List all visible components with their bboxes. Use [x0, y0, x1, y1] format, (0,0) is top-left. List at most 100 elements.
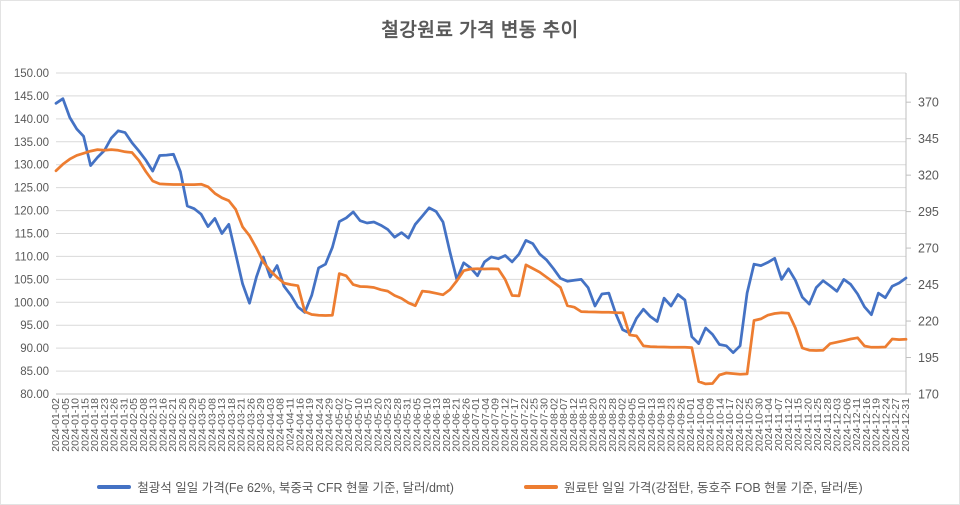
- x-axis-tick-label: 2024-06-10: [421, 398, 433, 452]
- x-axis-tick-label: 2024-12-24: [880, 398, 892, 452]
- legend: 철광석 일일 가격(Fe 62%, 북중국 CFR 현물 기준, 달러/dmt)…: [1, 477, 959, 496]
- right-axis-tick-label: 195: [918, 351, 939, 365]
- x-axis-tick-label: 2024-12-06: [841, 398, 853, 452]
- x-axis-tick-label: 2024-06-05: [411, 398, 423, 452]
- x-axis-tick-label: 2024-08-07: [558, 398, 570, 452]
- x-axis-tick-label: 2024-08-15: [578, 398, 590, 452]
- x-axis-tick-label: 2024-01-02: [50, 398, 62, 452]
- left-axis-tick-label: 140.00: [14, 114, 49, 126]
- left-axis-tick-label: 135.00: [14, 137, 49, 149]
- x-axis-tick-label: 2024-06-18: [441, 398, 453, 452]
- x-axis-tick-label: 2024-11-07: [773, 398, 785, 451]
- x-axis-tick-label: 2024-08-20: [587, 398, 599, 452]
- x-axis-tick-label: 2024-10-25: [744, 398, 756, 452]
- legend-label-coking-coal: 원료탄 일일 가격(강점탄, 동호주 FOB 현물 기준, 달러/톤): [563, 481, 863, 495]
- x-axis-tick-label: 2024-07-09: [490, 398, 502, 452]
- x-axis-tick-label: 2024-07-30: [539, 398, 551, 452]
- left-axis-tick-label: 100.00: [14, 297, 49, 309]
- left-axis-tick-label: 145.00: [14, 91, 49, 103]
- x-axis-tick-label: 2024-11-15: [793, 398, 805, 451]
- x-axis-tick-label: 2024-03-05: [197, 398, 209, 452]
- x-axis-tick-label: 2024-08-02: [548, 398, 560, 452]
- legend-label-iron-ore: 철광석 일일 가격(Fe 62%, 북중국 CFR 현물 기준, 달러/dmt): [137, 481, 454, 495]
- legend-swatch-coking-coal-line: [523, 484, 558, 489]
- x-axis-tick-label: 2024-07-17: [509, 398, 521, 452]
- x-axis-tick-label: 2024-07-04: [480, 398, 492, 452]
- left-axis-tick-label: 115.00: [15, 229, 49, 241]
- right-axis-tick-label: 270: [918, 242, 939, 256]
- x-axis-tick-label: 2024-05-31: [402, 398, 414, 452]
- x-axis-tick-label: 2024-02-29: [187, 398, 199, 452]
- x-axis-tick-label: 2024-11-28: [822, 398, 834, 451]
- right-axis-tick-label: 370: [918, 96, 939, 110]
- x-axis-tick-label: 2024-09-10: [636, 398, 648, 452]
- x-axis-tick-label: 2024-04-24: [314, 398, 326, 452]
- x-axis-tick-label: 2024-10-14: [714, 398, 726, 452]
- x-axis-tick-label: 2024-05-20: [372, 398, 384, 452]
- x-axis-tick-label: 2024-01-18: [89, 398, 101, 452]
- x-axis-tick-label: 2024-01-05: [60, 398, 72, 452]
- x-axis-tick-label: 2024-03-21: [236, 398, 248, 452]
- x-axis-tick-label: 2024-10-17: [724, 398, 736, 452]
- x-axis-tick-label: 2024-06-13: [431, 398, 443, 452]
- x-axis-tick-label: 2024-02-26: [177, 398, 189, 452]
- x-axis-tick-label: 2024-08-23: [597, 398, 609, 452]
- x-axis-tick-label: 2024-11-20: [802, 398, 814, 451]
- x-axis-tick-label: 2024-01-23: [99, 398, 111, 452]
- x-axis-tick-label: 2024-11-25: [812, 398, 824, 451]
- left-axis-tick-label: 80.00: [20, 389, 49, 401]
- legend-item-iron-ore: 철광석 일일 가격(Fe 62%, 북중국 CFR 현물 기준, 달러/dmt): [97, 477, 454, 496]
- left-axis-tick-label: 95.00: [20, 320, 49, 332]
- x-axis-tick-label: 2024-02-08: [138, 398, 150, 452]
- x-axis-tick-label: 2024-04-03: [265, 398, 277, 452]
- x-axis-tick-label: 2024-01-15: [79, 398, 91, 452]
- x-axis-tick-label: 2024-12-31: [900, 398, 912, 452]
- x-axis-tick-label: 2024-09-26: [675, 398, 687, 452]
- x-axis-tick-label: 2024-02-05: [128, 398, 140, 452]
- x-axis-tick-label: 2024-11-12: [783, 398, 795, 451]
- x-axis-tick-label: 2024-07-22: [519, 398, 531, 452]
- x-axis-tick-label: 2024-12-11: [851, 398, 863, 451]
- x-axis-tick-label: 2024-03-08: [206, 398, 218, 452]
- x-axis-tick-label: 2024-02-21: [167, 398, 179, 452]
- x-axis-tick-label: 2024-05-02: [333, 398, 345, 452]
- chart-title: 철강원료 가격 변동 추이: [381, 20, 579, 41]
- series-line-coking-coal: [54, 148, 908, 386]
- x-axis-tick-label: 2024-03-13: [216, 398, 228, 452]
- x-axis-tick-label: 2024-04-08: [275, 398, 287, 452]
- x-axis-tick-label: 2024-07-12: [499, 398, 511, 452]
- x-axis-tick-label: 2024-06-26: [460, 398, 472, 452]
- x-axis-tick-label: 2024-01-26: [109, 398, 121, 452]
- x-axis-tick-label: 2024-09-18: [656, 398, 668, 452]
- x-axis-tick-label: 2024-10-04: [695, 398, 707, 452]
- x-axis-tick-label: 2024-03-29: [255, 398, 267, 452]
- x-axis-tick-label: 2024-04-16: [294, 398, 306, 452]
- x-axis-tick-label: 2024-04-29: [324, 398, 336, 452]
- x-axis-tick-label: 2024-09-23: [666, 398, 678, 452]
- x-axis-tick-label: 2024-06-21: [451, 398, 463, 452]
- left-axis-tick-label: 105.00: [14, 274, 49, 286]
- left-axis-tick-label: 125.00: [14, 183, 49, 195]
- x-axis-tick-label: 2024-08-12: [568, 398, 580, 452]
- x-axis-tick-label: 2024-11-04: [763, 398, 775, 451]
- x-axis-tick-label: 2024-05-10: [353, 398, 365, 452]
- x-axis-tick-label: 2024-12-27: [890, 398, 902, 452]
- x-axis-tick-label: 2024-04-11: [284, 398, 296, 451]
- x-axis-tick-label: 2024-03-26: [245, 398, 257, 452]
- x-axis-tick-label: 2024-12-16: [861, 398, 873, 452]
- x-axis-tick-label: 2024-03-18: [226, 398, 238, 452]
- x-axis-tick-label: 2024-01-10: [70, 398, 82, 452]
- right-axis-tick-label: 170: [918, 388, 939, 402]
- left-axis-tick-label: 90.00: [20, 343, 49, 355]
- legend-item-coking-coal: 원료탄 일일 가격(강점탄, 동호주 FOB 현물 기준, 달러/톤): [523, 477, 863, 496]
- legend-swatch-iron-ore-line: [97, 484, 132, 489]
- x-axis-tick-label: 2024-12-03: [832, 398, 844, 452]
- series-line-iron-ore: [54, 97, 908, 355]
- x-axis-tick-label: 2024-05-15: [363, 398, 375, 452]
- right-axis-tick-label: 245: [918, 278, 939, 292]
- left-axis-tick-label: 130.00: [14, 160, 49, 172]
- x-axis-tick-label: 2024-10-01: [685, 398, 697, 452]
- x-axis-tick-label: 2024-05-07: [343, 398, 355, 452]
